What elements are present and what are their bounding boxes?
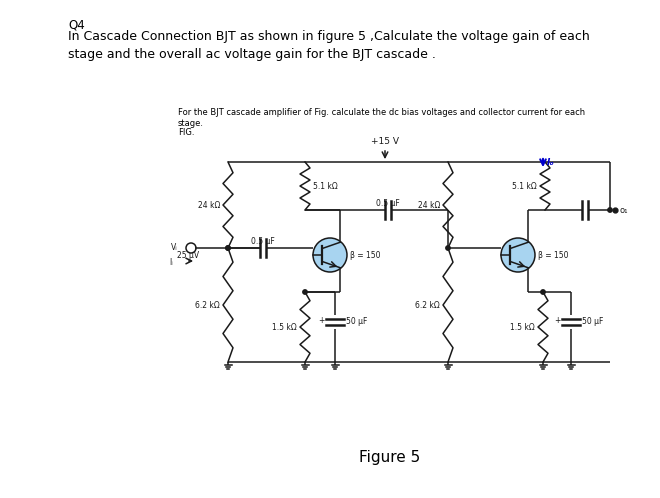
- Text: 24 kΩ: 24 kΩ: [418, 201, 440, 210]
- Circle shape: [608, 208, 612, 212]
- Circle shape: [303, 290, 307, 294]
- Text: +: +: [554, 316, 561, 325]
- Text: FIG.: FIG.: [178, 128, 195, 137]
- Circle shape: [226, 246, 230, 250]
- Text: β = 150: β = 150: [538, 250, 568, 259]
- Text: Q4: Q4: [68, 18, 84, 31]
- Text: 0.5 μF: 0.5 μF: [251, 237, 275, 246]
- Text: In Cascade Connection BJT as shown in figure 5 ,Calculate the voltage gain of ea: In Cascade Connection BJT as shown in fi…: [68, 30, 590, 43]
- Text: 50 μF: 50 μF: [346, 318, 368, 327]
- Circle shape: [313, 238, 347, 272]
- Text: stage and the overall ac voltage gain for the BJT cascade .: stage and the overall ac voltage gain fo…: [68, 48, 436, 61]
- Circle shape: [446, 246, 450, 250]
- Text: 5.1 kΩ: 5.1 kΩ: [512, 181, 537, 191]
- Text: 6.2 kΩ: 6.2 kΩ: [195, 300, 220, 309]
- Text: 1.5 kΩ: 1.5 kΩ: [510, 323, 535, 332]
- Text: Iₒ: Iₒ: [547, 158, 555, 167]
- Text: Iᵢ: Iᵢ: [169, 258, 173, 267]
- Text: For the BJT cascade amplifier of Fig. calculate the dc bias voltages and collect: For the BJT cascade amplifier of Fig. ca…: [178, 108, 585, 117]
- Text: Vᵢ: Vᵢ: [171, 243, 178, 252]
- Text: 24 kΩ: 24 kΩ: [197, 201, 220, 210]
- Text: stage.: stage.: [178, 119, 204, 128]
- Text: 1.5 kΩ: 1.5 kΩ: [272, 323, 297, 332]
- Text: +15 V: +15 V: [371, 137, 399, 146]
- Text: 50 μF: 50 μF: [582, 318, 603, 327]
- Text: +: +: [319, 316, 325, 325]
- Circle shape: [501, 238, 535, 272]
- Text: 5.1 kΩ: 5.1 kΩ: [313, 181, 338, 191]
- Text: o₁: o₁: [620, 206, 628, 215]
- Text: 25 μV: 25 μV: [177, 251, 199, 260]
- Text: 6.2 kΩ: 6.2 kΩ: [415, 300, 440, 309]
- Circle shape: [541, 290, 545, 294]
- Text: Figure 5: Figure 5: [360, 450, 420, 465]
- Circle shape: [226, 246, 230, 250]
- Text: β = 150: β = 150: [350, 250, 381, 259]
- Text: 0.5 μF: 0.5 μF: [376, 199, 400, 208]
